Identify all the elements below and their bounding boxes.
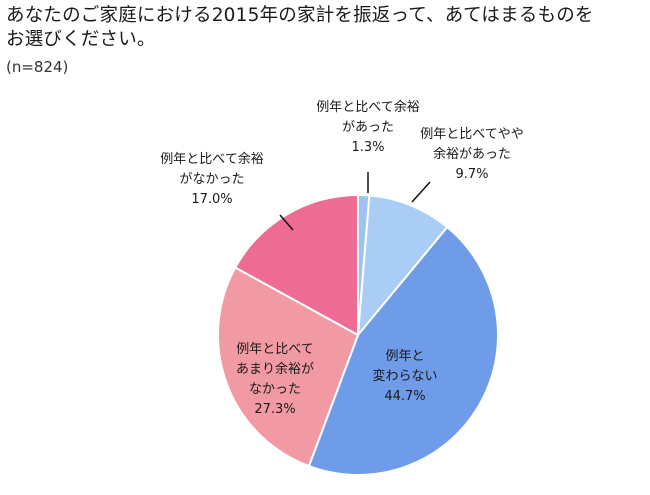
slice-value-label-1: 1.3%: [351, 140, 384, 155]
slice-category-label-4: なかった: [249, 382, 301, 397]
slice-category-label-1: があった: [342, 120, 394, 135]
pie-slice-2: [356, 194, 449, 339]
slice-category-label-3: 例年と: [385, 349, 424, 364]
slice-value-label-5: 17.0%: [191, 192, 232, 207]
pie-slice-4: [217, 266, 360, 468]
slice-category-label-4: 例年と比べて: [236, 342, 313, 357]
chart-title-line-1: あなたのご家庭における2015年の家計を振返って、あてはまるものを: [6, 5, 594, 26]
pie-slice-5: [233, 193, 359, 337]
slice-category-label-4: あまり余裕が: [236, 361, 314, 377]
sample-size: (n=824): [6, 58, 69, 76]
chart-title-line-2: お選びください。: [6, 29, 156, 50]
slice-value-label-4: 27.3%: [254, 402, 295, 417]
slice-category-label-2: 例年と比べてやや: [420, 127, 523, 142]
leader-line-5: [279, 214, 294, 231]
slice-category-label-2: 余裕があった: [433, 146, 511, 162]
slice-category-label-3: 変わらない: [372, 368, 437, 384]
leader-line-2: [411, 181, 431, 203]
slice-category-label-5: がなかった: [179, 172, 244, 187]
slice-value-label-3: 44.7%: [384, 389, 425, 404]
pie-slice-3: [307, 225, 499, 476]
slice-category-label-1: 例年と比べて余裕: [316, 99, 419, 115]
chart-title: あなたのご家庭における2015年の家計を振返って、あてはまるものを お選びくださ…: [6, 4, 646, 52]
slice-category-label-5: 例年と比べて余裕: [160, 151, 263, 167]
slice-value-label-2: 9.7%: [455, 167, 488, 182]
